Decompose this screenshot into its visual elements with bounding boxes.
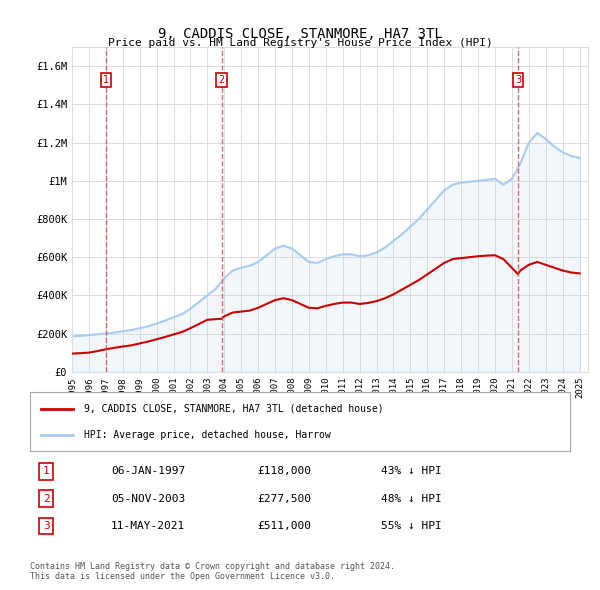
Text: 05-NOV-2003: 05-NOV-2003 [111,494,185,504]
Text: 48% ↓ HPI: 48% ↓ HPI [381,494,442,504]
Text: 2: 2 [218,75,224,84]
Text: 9, CADDIS CLOSE, STANMORE, HA7 3TL: 9, CADDIS CLOSE, STANMORE, HA7 3TL [158,27,442,41]
Text: 3: 3 [43,521,50,531]
Text: 1: 1 [43,467,50,476]
Text: £118,000: £118,000 [257,467,311,476]
Text: This data is licensed under the Open Government Licence v3.0.: This data is licensed under the Open Gov… [30,572,335,581]
Text: £277,500: £277,500 [257,494,311,504]
Text: £511,000: £511,000 [257,521,311,531]
Text: 1: 1 [103,75,109,84]
Text: 55% ↓ HPI: 55% ↓ HPI [381,521,442,531]
Text: 3: 3 [515,75,521,84]
Text: 9, CADDIS CLOSE, STANMORE, HA7 3TL (detached house): 9, CADDIS CLOSE, STANMORE, HA7 3TL (deta… [84,404,383,414]
Text: Price paid vs. HM Land Registry's House Price Index (HPI): Price paid vs. HM Land Registry's House … [107,38,493,48]
Text: 11-MAY-2021: 11-MAY-2021 [111,521,185,531]
Text: HPI: Average price, detached house, Harrow: HPI: Average price, detached house, Harr… [84,430,331,440]
Text: Contains HM Land Registry data © Crown copyright and database right 2024.: Contains HM Land Registry data © Crown c… [30,562,395,571]
Text: 43% ↓ HPI: 43% ↓ HPI [381,467,442,476]
Text: 2: 2 [43,494,50,504]
Text: 06-JAN-1997: 06-JAN-1997 [111,467,185,476]
